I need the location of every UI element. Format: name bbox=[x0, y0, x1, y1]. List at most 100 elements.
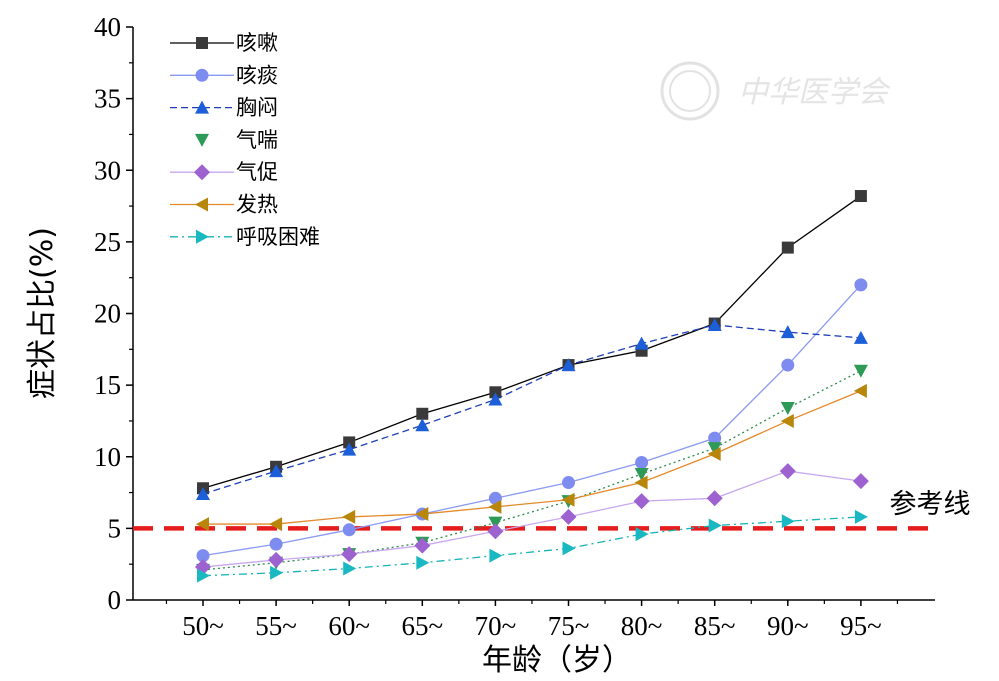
watermark-text: 中华医学会 bbox=[738, 75, 891, 110]
data-point bbox=[634, 336, 649, 350]
data-point bbox=[560, 508, 577, 525]
y-tick-label: 20 bbox=[94, 299, 121, 329]
data-point bbox=[342, 442, 357, 456]
data-point bbox=[853, 364, 868, 378]
y-tick-label: 30 bbox=[94, 155, 121, 185]
data-point bbox=[854, 190, 867, 203]
x-tick-label: 85~ bbox=[694, 611, 736, 641]
watermark: 中华医学会 bbox=[660, 61, 891, 121]
x-tick-label: 70~ bbox=[475, 611, 517, 641]
data-point bbox=[707, 442, 722, 456]
y-tick-label: 5 bbox=[108, 513, 122, 543]
data-point bbox=[562, 541, 576, 556]
data-point bbox=[342, 523, 356, 537]
x-tick-label: 60~ bbox=[328, 611, 370, 641]
data-point bbox=[708, 431, 722, 445]
legend-item: 气促 bbox=[170, 160, 278, 184]
x-axis-title: 年龄（岁） bbox=[482, 643, 632, 678]
legend-marker bbox=[195, 197, 208, 212]
y-axis-title: 症状占比(%) bbox=[25, 227, 60, 399]
data-point bbox=[635, 455, 649, 469]
data-point bbox=[488, 499, 502, 514]
legend-item: 胸闷 bbox=[170, 96, 278, 120]
y-tick-label: 40 bbox=[94, 12, 121, 42]
legend-marker bbox=[195, 100, 209, 114]
data-point bbox=[561, 358, 576, 372]
series-line bbox=[202, 195, 862, 489]
legend-marker bbox=[195, 68, 209, 82]
legend-label: 发热 bbox=[236, 193, 278, 217]
series-2 bbox=[196, 278, 868, 563]
data-point bbox=[634, 467, 649, 481]
reference-line-label: 参考线 bbox=[890, 489, 971, 520]
axes: 0 5 10 15 20 25 30 35 40 50~ 55~ 60~ 65~ 70~ 75~ 80~ 85~… bbox=[94, 12, 935, 641]
data-point bbox=[779, 463, 796, 480]
x-tick-label: 95~ bbox=[840, 611, 882, 641]
data-point bbox=[634, 475, 648, 490]
legend-label: 咳嗽 bbox=[236, 31, 278, 55]
x-tick-label: 80~ bbox=[621, 611, 663, 641]
data-point bbox=[414, 537, 431, 554]
series-6 bbox=[196, 383, 867, 532]
data-point bbox=[488, 392, 503, 406]
data-point bbox=[197, 568, 210, 583]
y-tick-label: 15 bbox=[94, 370, 121, 400]
data-point bbox=[853, 330, 868, 344]
data-point bbox=[416, 407, 429, 420]
data-point bbox=[780, 402, 795, 416]
data-point bbox=[269, 517, 283, 532]
data-point bbox=[415, 418, 430, 432]
legend-marker bbox=[194, 164, 210, 181]
data-point bbox=[416, 555, 430, 570]
data-point bbox=[270, 565, 284, 580]
plot-area bbox=[133, 190, 935, 583]
y-tick-label: 10 bbox=[94, 442, 121, 472]
legend-label: 咳痰 bbox=[236, 63, 278, 87]
data-point bbox=[489, 386, 502, 399]
data-point bbox=[635, 527, 649, 542]
data-point bbox=[854, 278, 868, 292]
legend-item: 咳嗽 bbox=[170, 31, 278, 55]
x-tick-label: 50~ bbox=[182, 611, 224, 641]
data-point bbox=[196, 517, 209, 532]
data-point bbox=[853, 383, 867, 398]
data-point bbox=[196, 486, 210, 500]
data-point bbox=[342, 509, 356, 524]
data-point bbox=[269, 537, 283, 551]
series-5 bbox=[195, 463, 869, 576]
data-point bbox=[707, 317, 722, 331]
data-point bbox=[341, 546, 358, 563]
x-tick-label: 90~ bbox=[767, 611, 809, 641]
data-point bbox=[269, 464, 284, 478]
data-point bbox=[343, 561, 357, 576]
data-point bbox=[781, 358, 795, 372]
legend-marker bbox=[195, 133, 209, 147]
data-point bbox=[562, 476, 575, 490]
legend-marker bbox=[196, 229, 209, 244]
x-tick-label: 75~ bbox=[548, 611, 590, 641]
series-line bbox=[202, 516, 861, 577]
y-tick-label: 25 bbox=[94, 227, 121, 257]
data-point bbox=[561, 492, 575, 507]
data-point bbox=[708, 518, 722, 533]
data-point bbox=[781, 241, 794, 254]
data-point bbox=[489, 548, 503, 563]
y-tick-label: 35 bbox=[94, 84, 121, 114]
series-line bbox=[202, 324, 861, 495]
legend-marker bbox=[196, 37, 208, 49]
legend-label: 气促 bbox=[236, 160, 278, 184]
data-point bbox=[415, 507, 429, 522]
legend-item: 咳痰 bbox=[170, 63, 278, 87]
series-4 bbox=[196, 364, 868, 577]
data-point bbox=[707, 446, 721, 461]
data-point bbox=[852, 473, 869, 490]
legend-item: 气喘 bbox=[195, 128, 278, 152]
data-point bbox=[343, 436, 356, 449]
legend-item: 发热 bbox=[170, 193, 278, 217]
x-tick-label: 55~ bbox=[255, 611, 297, 641]
legend-label: 胸闷 bbox=[236, 96, 278, 120]
watermark-seal-icon bbox=[660, 61, 720, 121]
series-7 bbox=[197, 509, 868, 583]
